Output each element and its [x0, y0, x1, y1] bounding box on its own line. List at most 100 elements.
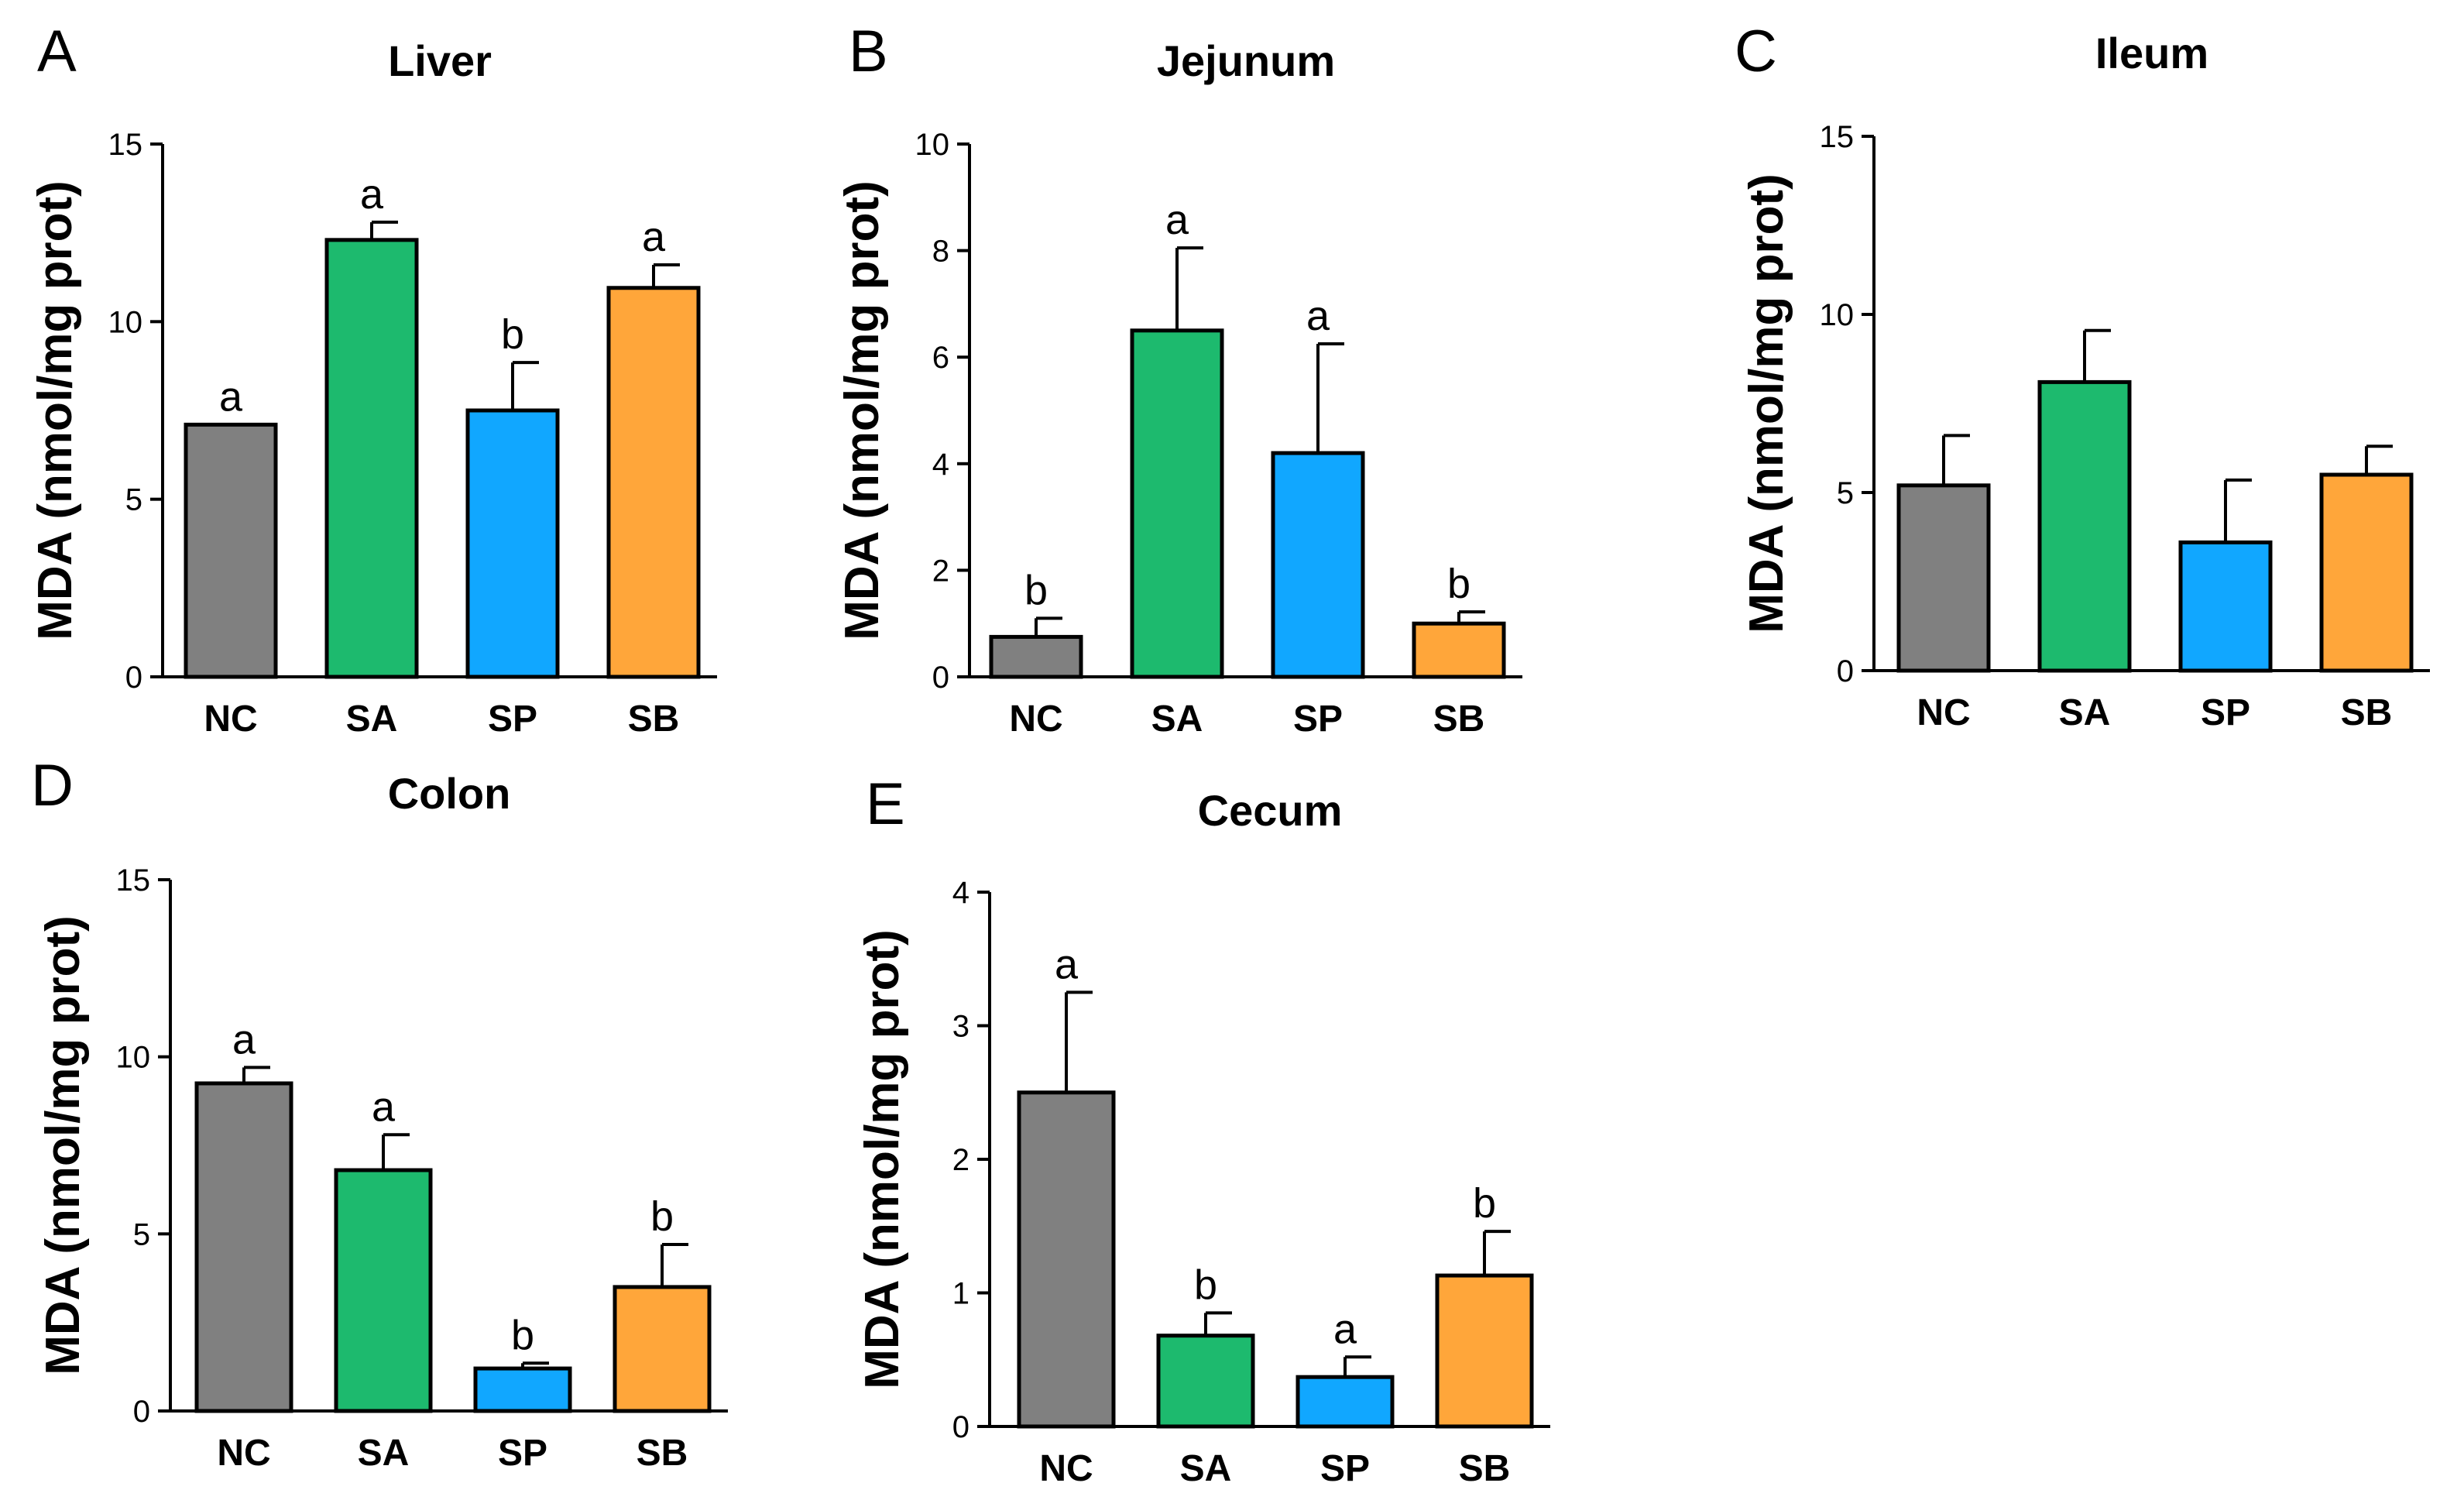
bar-sb: [2319, 472, 2414, 673]
y-tick-label: 0: [1837, 654, 1854, 688]
y-tick-label: 15: [1820, 120, 1855, 154]
x-tick-label: SB: [1459, 1448, 1511, 1489]
bar-sb: [1435, 1273, 1534, 1429]
y-tick-label: 6: [932, 341, 949, 375]
bar-sb: [613, 1285, 712, 1413]
bar-sb: [606, 286, 701, 679]
x-tick-label: SB: [637, 1433, 688, 1474]
panel-letter: C: [1735, 19, 1777, 84]
x-tick-label: NC: [1039, 1448, 1093, 1489]
significance-letter: a: [1165, 197, 1189, 243]
bar-sp: [473, 1366, 572, 1413]
x-tick-label: SB: [628, 699, 680, 740]
significance-letter: a: [219, 373, 243, 420]
significance-letter: a: [372, 1083, 396, 1130]
significance-letter: a: [360, 171, 384, 218]
bar-sp: [2178, 540, 2273, 673]
x-tick-label: SP: [488, 699, 537, 740]
y-tick-label: 5: [133, 1217, 150, 1251]
chart-title: Colon: [388, 769, 511, 818]
x-tick-label: NC: [1917, 692, 1970, 733]
bar-nc: [194, 1081, 293, 1413]
y-tick-label: 8: [932, 235, 949, 269]
significance-letter: b: [511, 1312, 534, 1358]
bar-nc: [184, 422, 278, 679]
significance-letter: a: [1306, 293, 1330, 339]
bar-sa: [1130, 328, 1224, 679]
significance-letter: a: [642, 214, 666, 260]
panel-letter: B: [849, 19, 888, 84]
y-tick-label: 10: [116, 1041, 151, 1075]
bar-nc: [1017, 1090, 1116, 1429]
y-tick-label: 10: [108, 305, 143, 339]
chart-panel-c: C Ileum MDA (nmol/mg prot) 0 5 10 15 NC SA SP SB: [1735, 19, 2430, 733]
y-tick-label: 3: [952, 1010, 969, 1044]
y-tick-label: 0: [952, 1410, 969, 1444]
x-tick-label: SA: [2059, 692, 2111, 733]
x-tick-label: SA: [1151, 699, 1203, 740]
significance-letter: b: [1473, 1180, 1496, 1227]
x-tick-label: SA: [1180, 1448, 1232, 1489]
bar-sp: [1271, 451, 1365, 679]
x-tick-label: SB: [2341, 692, 2393, 733]
y-tick-label: 15: [116, 863, 151, 898]
bar-sa: [324, 238, 419, 679]
y-tick-label: 5: [1837, 476, 1854, 510]
bar-sa: [2037, 379, 2132, 673]
y-tick-label: 0: [125, 661, 142, 695]
x-tick-label: NC: [204, 699, 257, 740]
chart-panel-a: A Liver MDA (nmol/mg prot) 0 5 10 15 a NC a SA b SP a…: [29, 19, 717, 740]
chart-panel-b: B Jejunum MDA (nmol/mg prot) 0 2 4 6 8 10 b NC a SA a…: [836, 19, 1522, 740]
significance-letter: a: [1333, 1306, 1357, 1352]
y-tick-label: 0: [932, 661, 949, 695]
significance-letter: b: [1024, 567, 1048, 613]
chart-panel-d: D Colon MDA (nmol/mg prot) 0 5 10 15 a NC a SA b SP b…: [31, 753, 728, 1474]
y-tick-label: 0: [133, 1395, 150, 1429]
significance-letter: b: [501, 311, 524, 358]
y-axis-label: MDA (nmol/mg prot): [29, 180, 82, 640]
bar-sp: [465, 408, 560, 679]
x-tick-label: SP: [1320, 1448, 1370, 1489]
y-tick-label: 10: [915, 128, 950, 162]
significance-letter: a: [232, 1016, 256, 1062]
panel-letter: E: [866, 771, 905, 837]
chart-title: Ileum: [2095, 29, 2208, 77]
x-tick-label: NC: [1009, 699, 1062, 740]
panel-letter: D: [31, 753, 74, 819]
y-tick-label: 5: [125, 483, 142, 517]
bar-sa: [334, 1168, 433, 1413]
x-tick-label: SA: [358, 1433, 410, 1474]
y-tick-label: 4: [932, 448, 949, 482]
chart-panel-e: E Cecum MDA (nmol/mg prot) 0 1 2 3 4 a NC b SA a SP b S…: [856, 771, 1550, 1489]
bar-sa: [1156, 1334, 1255, 1429]
x-tick-label: SP: [498, 1433, 547, 1474]
y-tick-label: 4: [952, 876, 969, 910]
x-tick-label: SB: [1433, 699, 1485, 740]
bar-nc: [1896, 483, 1991, 673]
y-axis-label: MDA (nmol/mg prot): [856, 929, 909, 1389]
panel-letter: A: [37, 19, 77, 84]
y-axis-label: MDA (nmol/mg prot): [36, 915, 90, 1375]
x-tick-label: SP: [1293, 699, 1343, 740]
significance-letter: b: [1447, 561, 1471, 607]
bar-sb: [1412, 621, 1506, 679]
significance-letter: b: [650, 1193, 674, 1240]
y-axis-label: MDA (nmol/mg prot): [836, 180, 889, 640]
chart-title: Jejunum: [1157, 36, 1335, 85]
x-tick-label: SA: [346, 699, 398, 740]
chart-title: Liver: [388, 36, 492, 85]
y-axis-label: MDA (nmol/mg prot): [1740, 173, 1793, 633]
y-tick-label: 1: [952, 1277, 969, 1311]
y-tick-label: 10: [1820, 298, 1855, 332]
x-tick-label: SP: [2201, 692, 2250, 733]
bar-nc: [989, 634, 1083, 679]
significance-letter: a: [1055, 941, 1079, 987]
bar-sp: [1295, 1375, 1395, 1429]
y-tick-label: 2: [952, 1143, 969, 1177]
y-tick-label: 2: [932, 554, 949, 588]
y-tick-label: 15: [108, 128, 143, 162]
significance-letter: b: [1194, 1262, 1217, 1308]
x-tick-label: NC: [217, 1433, 270, 1474]
chart-title: Cecum: [1198, 786, 1343, 835]
